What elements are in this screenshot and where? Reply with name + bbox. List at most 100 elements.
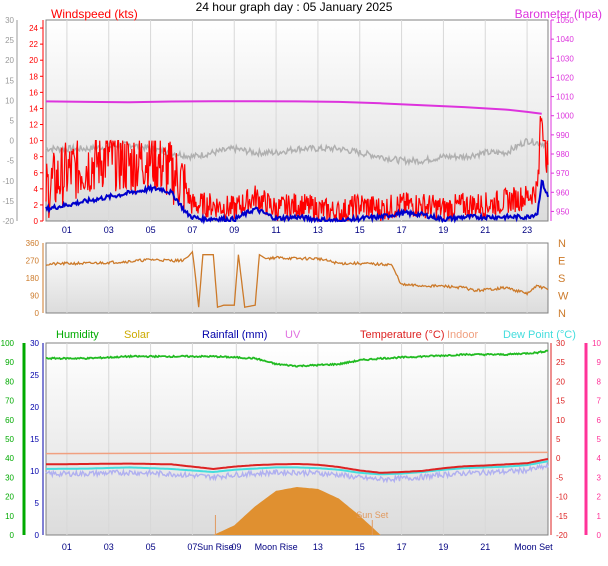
direction-plot-area <box>45 242 549 314</box>
chart-title: 24 hour graph day : 05 January 2025 <box>196 0 393 14</box>
humidity-tick: 50 <box>5 435 14 444</box>
wind-direction-line <box>45 250 549 309</box>
baro-right-tick: 980 <box>556 150 570 159</box>
barometer-line <box>45 100 542 115</box>
wind-x-tick: 21 <box>480 225 490 235</box>
uv-tick: 1 <box>597 512 602 521</box>
humidity-tick: 80 <box>5 377 14 386</box>
uv-tick: 0 <box>597 531 602 540</box>
wind-left-tick: 0 <box>34 217 39 226</box>
direction-left-tick: 90 <box>30 292 39 301</box>
temp-right-tick: 30 <box>556 339 565 348</box>
legend-item: Dew Point (°C) <box>503 329 576 341</box>
humidity-tick: 30 <box>5 473 14 482</box>
rain-tick: 25 <box>30 371 39 380</box>
wind-x-tick: 19 <box>438 225 448 235</box>
direction-left-tick: 360 <box>26 239 40 248</box>
temp-x-label: Sun Rise <box>197 542 234 552</box>
temp-x-label: 15 <box>355 542 365 552</box>
humidity-tick: 40 <box>5 454 14 463</box>
direction-compass-label: E <box>558 256 565 268</box>
humidity-tick: 100 <box>1 339 15 348</box>
temp-x-label: 09 <box>231 542 241 552</box>
wind-x-tick: 09 <box>229 225 239 235</box>
solar-area <box>213 487 381 535</box>
temp-x-label: 13 <box>313 542 323 552</box>
barometer-label: Barometer (hpa) <box>515 7 602 21</box>
wind-left-tick: 8 <box>34 153 39 162</box>
wind-x-tick: 03 <box>104 225 114 235</box>
baro-right-tick: 970 <box>556 169 570 178</box>
legend-item: Humidity <box>56 329 99 341</box>
rain-tick: 5 <box>35 499 40 508</box>
wind-x-tick: 11 <box>271 225 280 235</box>
humidity-tick: 70 <box>5 397 14 406</box>
temp-x-label: 03 <box>104 542 114 552</box>
wind-left-tick: 14 <box>29 104 38 113</box>
wind-x-tick: 05 <box>146 225 156 235</box>
wind-x-tick: 13 <box>313 225 323 235</box>
temp-outer-tick: 30 <box>5 16 14 25</box>
humidity-tick: 60 <box>5 416 14 425</box>
uv-tick: 8 <box>597 377 602 386</box>
humidity-tick: 20 <box>5 493 14 502</box>
baro-right-tick: 1010 <box>556 93 574 102</box>
solar-noise-line <box>45 461 549 484</box>
temp-right-tick: -20 <box>556 531 568 540</box>
uv-tick: 2 <box>597 493 602 502</box>
wind-left-tick: 6 <box>34 169 39 178</box>
temp-x-label: 19 <box>438 542 448 552</box>
legend-item: Indoor <box>447 329 479 341</box>
direction-left-tick: 0 <box>35 309 40 318</box>
average-wind-line <box>45 179 549 225</box>
baro-right-tick: 1050 <box>556 16 574 25</box>
wind-left-tick: 24 <box>29 24 38 33</box>
temp-outer-tick: 10 <box>5 96 14 105</box>
temp-outer-tick: -15 <box>2 197 14 206</box>
temp-outer-tick: -5 <box>7 157 15 166</box>
temp-right-tick: 25 <box>556 358 565 367</box>
rain-tick: 20 <box>30 403 39 412</box>
wind-plot-area <box>45 19 549 222</box>
temp-outer-tick: 5 <box>10 117 15 126</box>
baro-right-tick: 1020 <box>556 73 574 82</box>
baro-right-tick: 1040 <box>556 35 574 44</box>
legend-item: Temperature (°C) <box>360 329 444 341</box>
uv-tick: 3 <box>597 473 602 482</box>
humidity-tick: 10 <box>5 512 14 521</box>
outer-temp-line <box>45 137 549 167</box>
humidity-tick: 90 <box>5 358 14 367</box>
wind-left-tick: 2 <box>34 201 39 210</box>
temp-x-label: 05 <box>146 542 156 552</box>
wind-baro-panel: 01 03 05 07 09 11 13 15 17 19 21 230246810121416182… <box>2 7 602 235</box>
windspeed-label: Windspeed (kts) <box>51 7 138 21</box>
temp-x-label: 01 <box>62 542 72 552</box>
temp-right-tick: 15 <box>556 397 565 406</box>
temp-outer-tick: 25 <box>5 36 14 45</box>
uv-tick: 10 <box>592 339 601 348</box>
rain-tick: 30 <box>30 339 39 348</box>
wind-x-tick: 07 <box>187 225 197 235</box>
temp-outer-tick: 20 <box>5 56 14 65</box>
direction-compass-label: N <box>558 238 566 250</box>
temp-right-tick: 0 <box>556 454 561 463</box>
wind-left-tick: 4 <box>34 185 39 194</box>
direction-left-tick: 270 <box>26 257 40 266</box>
direction-compass-label: W <box>558 291 569 303</box>
legend-item: UV <box>285 329 301 341</box>
temp-right-tick: -5 <box>556 473 564 482</box>
rain-tick: 0 <box>35 531 40 540</box>
temp-outer-tick: 15 <box>5 76 14 85</box>
temp-x-label: Moon Rise <box>255 542 298 552</box>
temp-outer-tick: 0 <box>10 137 15 146</box>
rain-tick: 10 <box>30 467 39 476</box>
legend-item: Rainfall (mm) <box>202 329 267 341</box>
baro-right-tick: 1030 <box>556 54 574 63</box>
temp-right-tick: -15 <box>556 512 568 521</box>
temp-x-label: 21 <box>480 542 490 552</box>
temp-x-label: Moon Set <box>514 542 553 552</box>
